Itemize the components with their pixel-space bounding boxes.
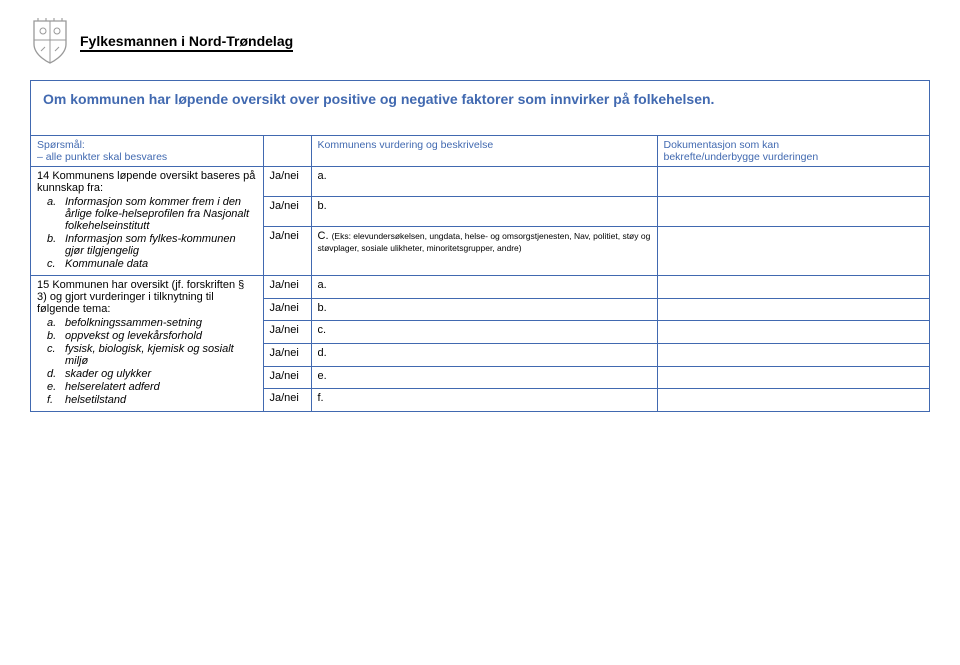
q15-desc-a[interactable]: a.: [311, 276, 657, 299]
q14-a: Informasjon som kommer frem i den årlige…: [65, 196, 257, 232]
q15-yn-f[interactable]: Ja/nei: [263, 389, 311, 411]
q14-yn-a[interactable]: Ja/nei: [263, 167, 311, 197]
org-name: Fylkesmannen i Nord-Trøndelag: [80, 33, 293, 52]
main-box: Om kommunen har løpende oversikt over po…: [30, 80, 930, 412]
q14-doc-c[interactable]: [657, 227, 929, 276]
q14-row-a: 14 Kommunens løpende oversikt baseres på…: [31, 167, 929, 197]
q14-yn-b[interactable]: Ja/nei: [263, 197, 311, 227]
q15-yn-b[interactable]: Ja/nei: [263, 298, 311, 321]
page: Fylkesmannen i Nord-Trøndelag Om kommune…: [0, 0, 960, 432]
q15-c: fysisk, biologisk, kjemisk og sosialt mi…: [65, 343, 257, 367]
crest-icon: [30, 18, 70, 66]
section-title-box: Om kommunen har løpende oversikt over po…: [31, 81, 929, 136]
q14-c: Kommunale data: [65, 258, 148, 270]
q14-doc-a[interactable]: [657, 167, 929, 197]
q15-doc-a[interactable]: [657, 276, 929, 299]
q15-yn-a[interactable]: Ja/nei: [263, 276, 311, 299]
q15-a: befolkningssammen-setning: [65, 317, 202, 329]
q15-e: helserelatert adferd: [65, 381, 160, 393]
col-desc-header: Kommunens vurdering og beskrivelse: [311, 136, 657, 167]
q15-doc-d[interactable]: [657, 344, 929, 367]
question-table: Spørsmål: – alle punkter skal besvares K…: [31, 136, 929, 411]
section-title: Om kommunen har løpende oversikt over po…: [43, 91, 714, 107]
q15-yn-c[interactable]: Ja/nei: [263, 321, 311, 344]
q14-sublist: a.Informasjon som kommer frem i den årli…: [47, 196, 257, 270]
col-yesno-header: [263, 136, 311, 167]
q15-doc-b[interactable]: [657, 298, 929, 321]
q15-desc-b[interactable]: b.: [311, 298, 657, 321]
q14-question-cell: 14 Kommunens løpende oversikt baseres på…: [31, 167, 263, 276]
q15-yn-e[interactable]: Ja/nei: [263, 366, 311, 389]
q14-doc-b[interactable]: [657, 197, 929, 227]
q15-desc-e[interactable]: e.: [311, 366, 657, 389]
q15-doc-c[interactable]: [657, 321, 929, 344]
q14-b: Informasjon som fylkes-kommunen gjør til…: [65, 233, 257, 257]
q15-row-a: 15 Kommunen har oversikt (jf. forskrifte…: [31, 276, 929, 299]
col-doc-header: Dokumentasjon som kan bekrefte/underbygg…: [657, 136, 929, 167]
q15-desc-d[interactable]: d.: [311, 344, 657, 367]
q14-desc-a[interactable]: a.: [311, 167, 657, 197]
q15-yn-d[interactable]: Ja/nei: [263, 344, 311, 367]
col-question-header: Spørsmål: – alle punkter skal besvares: [31, 136, 263, 167]
q15-desc-c[interactable]: c.: [311, 321, 657, 344]
q14-yn-c[interactable]: Ja/nei: [263, 227, 311, 276]
q15-b: oppvekst og levekårsforhold: [65, 330, 202, 342]
q15-doc-e[interactable]: [657, 366, 929, 389]
q15-f: helsetilstand: [65, 394, 126, 406]
q15-sublist: a.befolkningssammen-setning b.oppvekst o…: [47, 317, 257, 406]
q14-c-note: (Eks: elevundersøkelsen, ungdata, helse-…: [318, 231, 651, 253]
q15-doc-f[interactable]: [657, 389, 929, 411]
q15-desc-f[interactable]: f.: [311, 389, 657, 411]
header: Fylkesmannen i Nord-Trøndelag: [30, 18, 930, 66]
q14-desc-c[interactable]: C. (Eks: elevundersøkelsen, ungdata, hel…: [311, 227, 657, 276]
q15-d: skader og ulykker: [65, 368, 151, 380]
q14-desc-b[interactable]: b.: [311, 197, 657, 227]
q15-question-cell: 15 Kommunen har oversikt (jf. forskrifte…: [31, 276, 263, 412]
